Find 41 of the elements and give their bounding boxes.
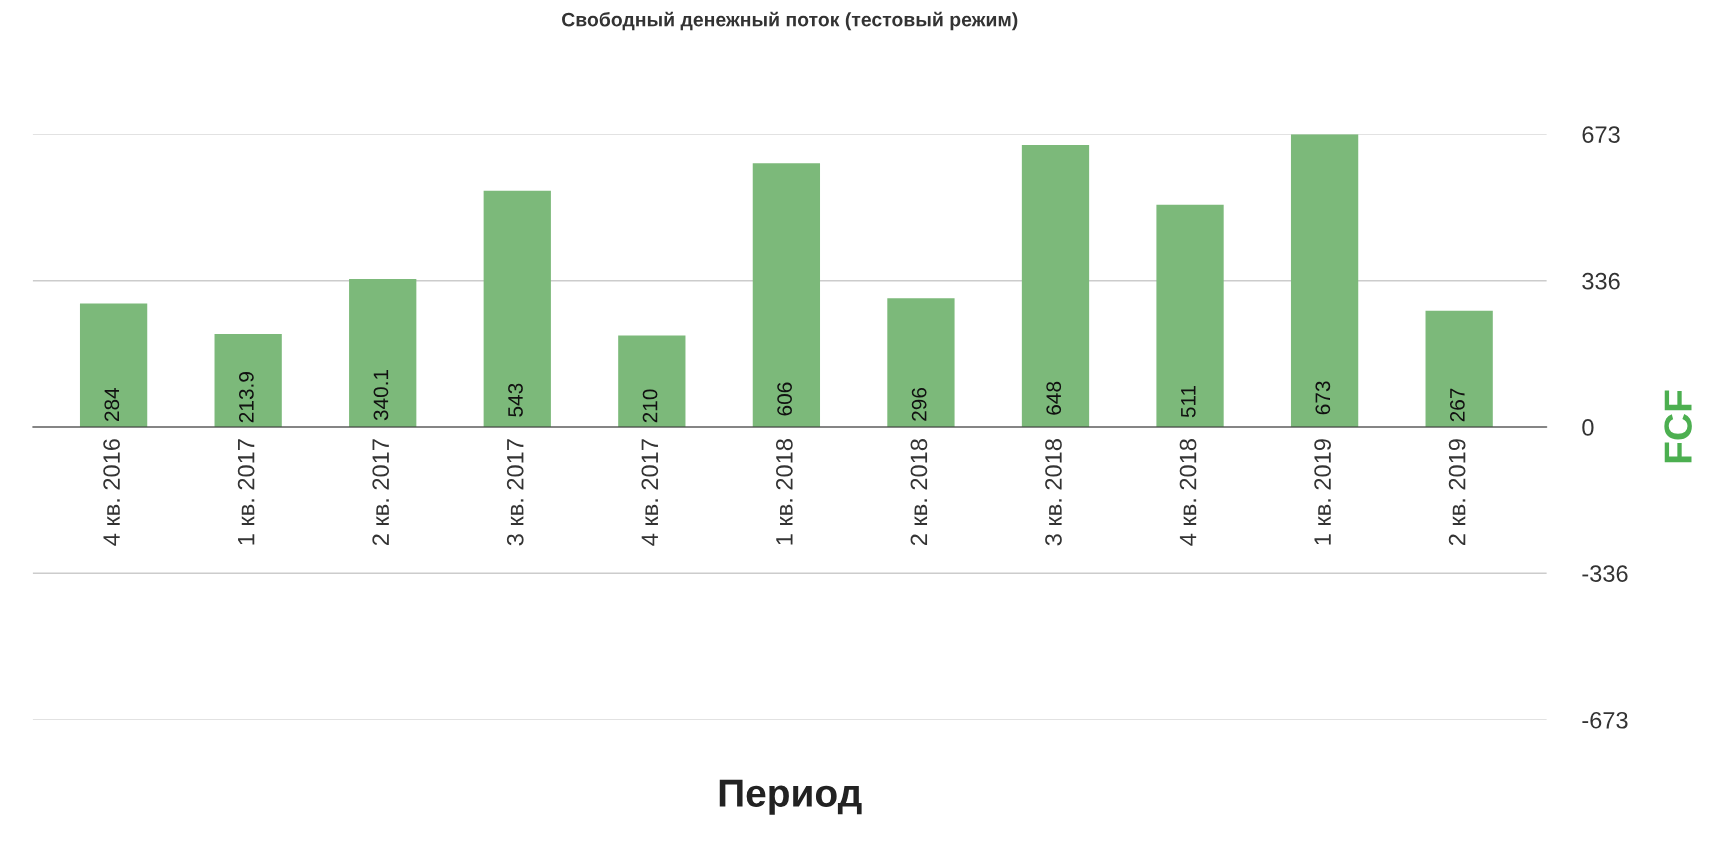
- bar: [1021, 145, 1090, 427]
- bar: [214, 333, 282, 427]
- data-label: 673: [1315, 381, 1331, 415]
- y-tick-label: 336: [1582, 272, 1620, 290]
- data-label: 543: [508, 383, 523, 417]
- bar: [483, 190, 551, 427]
- y-tick-label: -673: [1582, 711, 1628, 729]
- bar: [1156, 204, 1224, 427]
- bar: [752, 163, 821, 427]
- data-label: 296: [911, 387, 927, 421]
- data-label: 284: [104, 387, 120, 421]
- data-label: 340.1: [373, 369, 389, 421]
- data-label: 648: [1046, 381, 1062, 415]
- y-tick-label: 673: [1582, 126, 1620, 143]
- x-tick-label: 4 кв. 2018: [1179, 439, 1197, 546]
- y-tick-label: -336: [1582, 565, 1628, 582]
- x-tick-label: 1 кв. 2017: [237, 439, 255, 545]
- y-axis-title: FCF: [1664, 390, 1692, 463]
- x-tick-label: 2 кв. 2019: [1448, 439, 1466, 546]
- data-label: 267: [1450, 388, 1465, 422]
- bar: [1425, 310, 1493, 427]
- x-tick-label: 3 кв. 2017: [506, 439, 524, 546]
- data-label: 511: [1181, 385, 1196, 418]
- data-label: 210: [642, 389, 658, 423]
- bar: [349, 279, 417, 427]
- bar: [1290, 134, 1359, 427]
- bar: [618, 335, 686, 427]
- data-label: 213.9: [239, 372, 254, 423]
- x-axis-title: Период: [719, 779, 862, 815]
- x-tick-label: 4 кв. 2016: [103, 439, 120, 546]
- x-tick-label: 1 кв. 2018: [776, 439, 793, 545]
- y-tick-label: 0: [1582, 419, 1594, 436]
- data-label: 606: [777, 382, 792, 416]
- x-tick-label: 2 кв. 2017: [372, 439, 390, 546]
- x-tick-label: 3 кв. 2018: [1045, 439, 1062, 546]
- x-tick-label: 2 кв. 2018: [910, 439, 928, 546]
- x-tick-label: 4 кв. 2017: [641, 439, 659, 546]
- bar: [887, 298, 955, 427]
- bar: [79, 303, 148, 427]
- chart-title: Свободный денежный поток (тестовый режим): [562, 11, 1018, 31]
- x-tick-label: 1 кв. 2019: [1314, 439, 1331, 545]
